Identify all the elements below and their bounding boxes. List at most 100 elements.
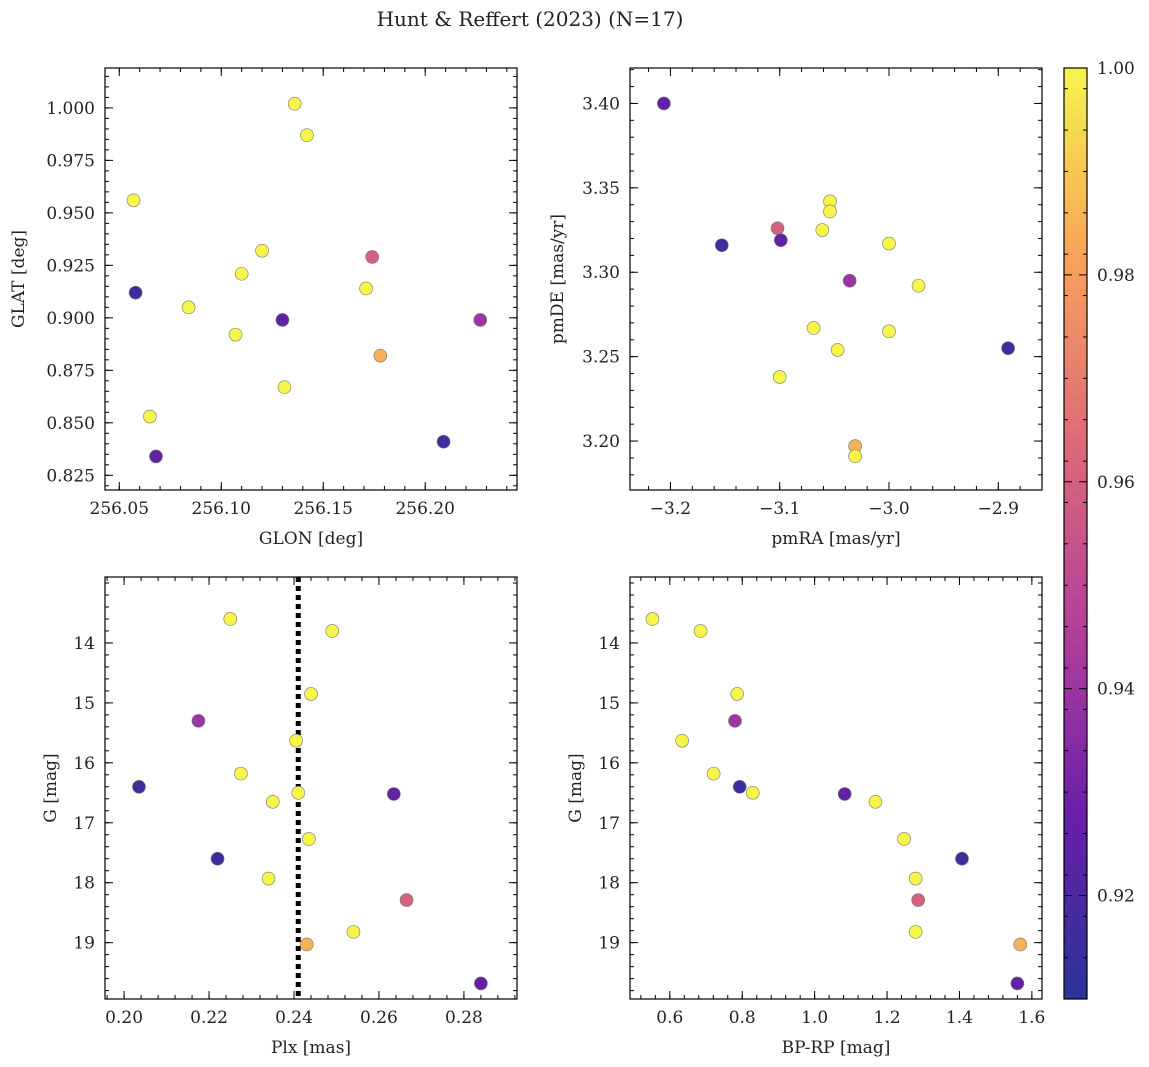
y-tick-label: 17 (598, 814, 620, 834)
scatter-point (842, 273, 857, 288)
scatter-point (234, 266, 249, 281)
colorbar-tick-label: 0.94 (1097, 680, 1135, 700)
panel-bprp-g: 0.6 0.8 1.0 1.2 1.4 1.6 14 15 16 17 18 19 BP-RP [mag… (566, 576, 1045, 1058)
scatter-point (837, 787, 852, 801)
scatter-point (304, 687, 318, 701)
x-tick-label: 0.20 (105, 1008, 143, 1028)
scatter-point (882, 324, 896, 339)
y-axis-label: pmDE [mas/yr] (548, 214, 568, 344)
scatter-point (868, 794, 883, 809)
scatter-point (770, 221, 785, 236)
y-tick-label: 0.875 (46, 361, 95, 381)
x-tick-label: −3.1 (759, 499, 800, 519)
scatter-point (882, 236, 896, 251)
scatter-point (1013, 937, 1028, 952)
x-tick-label: 0.26 (360, 1008, 398, 1028)
scatter-point (365, 250, 379, 264)
x-tick-label: 256.05 (90, 499, 149, 519)
scatter-point (706, 766, 721, 781)
scatter-point (399, 893, 414, 907)
y-tick-label: 19 (73, 934, 95, 954)
scatter-point (300, 128, 314, 142)
scatter-point (897, 832, 911, 846)
x-tick-label: 1.4 (946, 1008, 973, 1028)
y-tick-label: 18 (73, 874, 95, 894)
scatter-point (234, 766, 248, 781)
scatter-point (228, 327, 243, 342)
scatter-point (693, 624, 708, 638)
scatter-point (911, 278, 926, 293)
axes-frame (104, 67, 518, 491)
colorbar-gradient (1063, 67, 1088, 1000)
x-tick-label: 0.8 (729, 1008, 756, 1028)
colorbar: 0.92 0.94 0.96 0.98 1.00 (1063, 59, 1135, 1000)
y-tick-label: 3.20 (582, 432, 620, 452)
y-axis-label: GLAT [deg] (9, 230, 29, 328)
y-axis-label: G [mag] (566, 753, 586, 822)
colorbar-tick-label: 0.96 (1097, 473, 1135, 493)
scatter-point (436, 434, 451, 449)
y-tick-label: 0.925 (46, 256, 95, 276)
scatter-point (1001, 341, 1015, 356)
scatter-point (657, 96, 671, 111)
x-tick-label: 0.22 (190, 1008, 228, 1028)
scatter-point (911, 893, 925, 907)
y-tick-label: 17 (73, 814, 95, 834)
scatter-point (299, 937, 314, 952)
y-axis-label: G [mag] (41, 753, 61, 822)
x-tick-label: 0.6 (656, 1008, 683, 1028)
x-tick-label: 256.20 (395, 499, 454, 519)
scatter-point (128, 285, 143, 300)
figure-title: Hunt & Reffert (2023) (N=17) (377, 7, 684, 31)
scatter-point (772, 370, 787, 384)
scatter-point (908, 871, 923, 886)
scatter-point (823, 204, 837, 219)
x-axis-label: pmRA [mas/yr] (771, 529, 900, 549)
y-tick-label: 16 (598, 754, 620, 774)
scatter-point (908, 925, 923, 939)
scatter-point (143, 409, 157, 424)
scatter-point (223, 612, 238, 626)
scatter-point (815, 223, 830, 237)
scatter-point (373, 348, 388, 363)
y-tick-label: 0.850 (46, 414, 95, 434)
colorbar-tick-label: 0.92 (1097, 887, 1135, 907)
scatter-point (261, 871, 276, 886)
scatter-point (181, 300, 196, 315)
scatter-point (210, 851, 225, 866)
scatter-point (302, 832, 316, 846)
panel-pmra-pmde: −3.2 −3.1 −3.0 −2.9 3.20 3.25 3.30 3.35 3.40 pmRA… (548, 67, 1043, 549)
panels: 256.05 256.10 256.15 256.20 0.825 0.850 0.875 0… (9, 67, 1045, 1058)
y-tick-label: 0.900 (46, 309, 95, 329)
y-tick-label: 1.000 (46, 99, 95, 119)
scatter-point (474, 976, 488, 991)
y-tick-label: 18 (598, 874, 620, 894)
scatter-point (289, 733, 303, 748)
x-tick-label: 1.0 (801, 1008, 828, 1028)
scatter-point (774, 233, 788, 247)
y-tick-label: 3.35 (582, 179, 620, 199)
scatter-point (275, 313, 290, 327)
x-axis-label: GLON [deg] (259, 529, 363, 549)
scatter-point (806, 321, 821, 335)
scatter-point (287, 96, 302, 111)
scatter-point (745, 785, 760, 800)
scatter-point (291, 785, 306, 800)
colorbar-tick-label: 1.00 (1097, 59, 1135, 79)
y-tick-label: 16 (73, 754, 95, 774)
scatter-point (387, 787, 401, 801)
x-axis-label: Plx [mas] (271, 1038, 351, 1058)
scatter-point (730, 687, 744, 701)
scatter-point (149, 449, 163, 464)
y-tick-label: 3.40 (582, 94, 620, 114)
scatter-point (714, 238, 729, 253)
scatter-point (126, 193, 141, 208)
x-tick-label: 0.28 (445, 1008, 483, 1028)
x-tick-label: −2.9 (978, 499, 1019, 519)
x-axis-label: BP-RP [mag] (782, 1038, 891, 1058)
x-tick-label: 1.6 (1018, 1008, 1045, 1028)
x-tick-label: 256.15 (293, 499, 352, 519)
scatter-point (1010, 976, 1025, 991)
y-tick-label: 19 (598, 934, 620, 954)
